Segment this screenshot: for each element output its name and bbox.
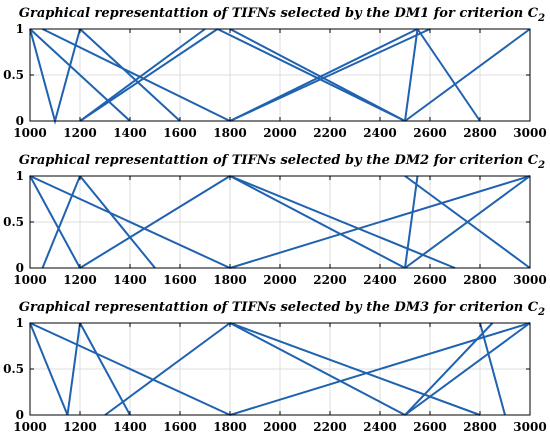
- series-line-5: [104, 322, 231, 416]
- series-line-3: [79, 175, 156, 269]
- chart-panel-3: 1000 1200 1400 1600 1800 2000 2200 2400 2600 2800…: [3, 300, 547, 434]
- x-tick-label-2400: 2400: [363, 273, 396, 287]
- series-line-4: [29, 322, 231, 416]
- series-line-11: [404, 175, 419, 269]
- x-tick-label-1400: 1400: [113, 273, 146, 287]
- series-line-12: [416, 28, 481, 122]
- x-tick-label-2000: 2000: [263, 126, 296, 140]
- chart-panel-1: 1000 1200 1400 1600 1800 2000 2200 2400 2600 2800…: [3, 6, 547, 140]
- x-tick-label-1000: 1000: [13, 273, 46, 287]
- series-line-3: [79, 322, 131, 416]
- y-tick-label-0.5: 0.5: [3, 68, 24, 82]
- x-tick-label-2400: 2400: [363, 420, 396, 434]
- series-line-8: [479, 322, 506, 416]
- series-line-7: [229, 322, 481, 416]
- series-line-10: [404, 28, 531, 122]
- x-tick-label-2600: 2600: [413, 126, 446, 140]
- y-tick-label-0.5: 0.5: [3, 362, 24, 376]
- series-line-2: [79, 28, 206, 122]
- x-tick-label-2000: 2000: [263, 273, 296, 287]
- x-tick-label-1200: 1200: [63, 126, 96, 140]
- series-line-9: [217, 28, 406, 122]
- x-tick-label-1800: 1800: [213, 273, 246, 287]
- series-line-6: [229, 175, 406, 269]
- x-tick-label-2000: 2000: [263, 420, 296, 434]
- chart-title-main: Graphical representattion of TIFNs selec…: [19, 6, 539, 21]
- series-line-4: [29, 175, 231, 269]
- x-tick-label-1200: 1200: [63, 420, 96, 434]
- x-tick-label-2200: 2200: [313, 126, 346, 140]
- x-tick-label-1400: 1400: [113, 126, 146, 140]
- series-line-1: [29, 175, 81, 269]
- series-line-6: [229, 322, 406, 416]
- y-tick-label-0: 0: [16, 408, 24, 422]
- x-tick-label-1600: 1600: [163, 420, 196, 434]
- x-tick-label-2200: 2200: [313, 273, 346, 287]
- y-tick-label-0: 0: [16, 261, 24, 275]
- series-line-5: [79, 28, 219, 122]
- series-line-6: [29, 28, 131, 122]
- chart-title: Graphical representattion of TIFNs selec…: [19, 6, 545, 24]
- chart-title: Graphical representattion of TIFNs selec…: [19, 300, 545, 318]
- chart-panel-2: 1000 1200 1400 1600 1800 2000 2200 2400 2600 2800…: [3, 153, 547, 287]
- x-tick-label-2600: 2600: [413, 420, 446, 434]
- series-line-13: [404, 28, 419, 122]
- chart-title-main: Graphical representattion of TIFNs selec…: [19, 300, 539, 315]
- y-tick-label-1: 1: [16, 22, 24, 36]
- x-tick-label-3000: 3000: [513, 126, 546, 140]
- x-tick-label-2600: 2600: [413, 273, 446, 287]
- series-line-2: [66, 322, 81, 416]
- series-line-2: [41, 175, 81, 269]
- chart-title-main: Graphical representattion of TIFNs selec…: [19, 153, 539, 168]
- x-tick-label-2800: 2800: [463, 420, 496, 434]
- chart-title: Graphical representattion of TIFNs selec…: [19, 153, 545, 171]
- x-tick-label-1800: 1800: [213, 126, 246, 140]
- x-tick-label-2800: 2800: [463, 126, 496, 140]
- y-tick-label-0.5: 0.5: [3, 215, 24, 229]
- series-line-10: [404, 175, 531, 269]
- series-line-1: [29, 322, 69, 416]
- x-tick-label-1800: 1800: [213, 420, 246, 434]
- y-tick-label-1: 1: [16, 169, 24, 183]
- series-line-4: [42, 28, 231, 122]
- x-tick-label-1000: 1000: [13, 126, 46, 140]
- x-tick-label-1400: 1400: [113, 420, 146, 434]
- series-line-11: [229, 28, 418, 122]
- x-tick-label-1600: 1600: [163, 126, 196, 140]
- chart-title-subscript: 2: [537, 160, 545, 171]
- x-tick-label-1600: 1600: [163, 273, 196, 287]
- chart-title-subscript: 2: [537, 307, 545, 318]
- x-tick-label-1200: 1200: [63, 273, 96, 287]
- series-line-10: [404, 322, 531, 416]
- x-tick-label-2400: 2400: [363, 126, 396, 140]
- y-tick-label-0: 0: [16, 114, 24, 128]
- series-line-5: [79, 175, 231, 269]
- x-tick-label-1000: 1000: [13, 420, 46, 434]
- series-line-7: [229, 175, 456, 269]
- x-tick-label-3000: 3000: [513, 420, 546, 434]
- chart-title-subscript: 2: [537, 13, 545, 24]
- series-line-3: [79, 28, 181, 122]
- x-tick-label-2200: 2200: [313, 420, 346, 434]
- y-tick-label-1: 1: [16, 316, 24, 330]
- series-line-11: [404, 322, 494, 416]
- x-tick-label-3000: 3000: [513, 273, 546, 287]
- series-line-9: [229, 322, 531, 416]
- x-tick-label-2800: 2800: [463, 273, 496, 287]
- series-line-8: [229, 175, 531, 269]
